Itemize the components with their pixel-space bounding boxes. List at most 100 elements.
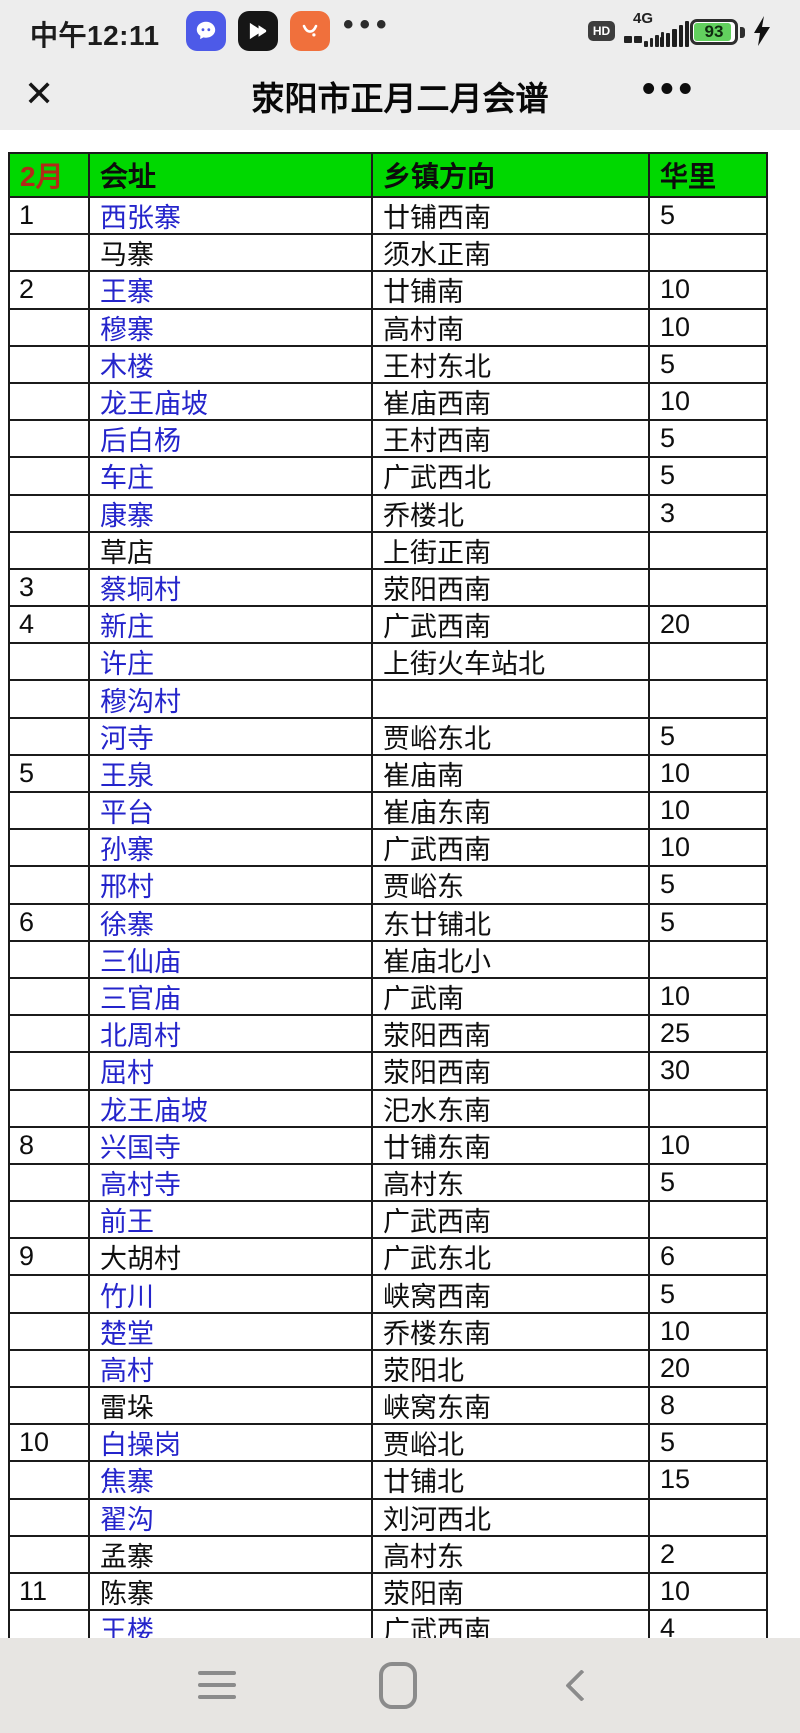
day-cell: 3 [10, 569, 90, 608]
day-cell [10, 495, 90, 533]
distance-cell: 5 [650, 346, 768, 384]
table-row: 9 大胡村 广武东北 6 [10, 1239, 768, 1277]
direction-cell: 荥阳西南 [373, 1016, 650, 1054]
venue-cell: 雷垛 [90, 1388, 373, 1426]
table-row: 龙王庙坡 汜水东南 [10, 1090, 768, 1128]
venue-link[interactable]: 穆寨 [100, 314, 154, 345]
direction-cell: 上街火车站北 [373, 644, 650, 682]
venue-link[interactable]: 龙王庙坡 [100, 1095, 208, 1126]
venue-link[interactable]: 车庄 [100, 463, 154, 494]
notification-overflow-dots: ••• [343, 8, 393, 41]
venue-link[interactable]: 楚堂 [100, 1318, 154, 1349]
venue-link[interactable]: 河寺 [100, 723, 154, 754]
venue-link[interactable]: 北周村 [100, 1021, 181, 1052]
table-row: 8 兴国寺 廿铺东南 10 [10, 1127, 768, 1165]
distance-cell [650, 235, 768, 273]
direction-cell: 高村南 [373, 309, 650, 347]
direction-cell: 廿铺东南 [373, 1127, 650, 1165]
column-header-month: 2月 [10, 154, 90, 198]
venue-link[interactable]: 竹川 [100, 1281, 154, 1312]
venue-link[interactable]: 康寨 [100, 500, 154, 531]
venue-link[interactable]: 西张寨 [100, 203, 181, 234]
venue-link[interactable]: 新庄 [100, 612, 154, 643]
close-icon[interactable]: ✕ [24, 73, 55, 114]
more-menu-icon[interactable]: ••• [642, 68, 697, 110]
venue-link[interactable]: 焦寨 [100, 1467, 154, 1498]
venue-cell: 龙王庙坡 [90, 383, 373, 422]
distance-cell [650, 1202, 768, 1240]
venue-link[interactable]: 翟沟 [100, 1504, 154, 1535]
direction-cell: 峡窝西南 [373, 1276, 650, 1314]
distance-cell: 5 [650, 198, 768, 236]
distance-cell: 15 [650, 1462, 768, 1500]
page-header: ✕ 荥阳市正月二月会谱 ••• [0, 62, 800, 130]
distance-cell: 10 [650, 1313, 768, 1351]
venue-link[interactable]: 三官庙 [100, 984, 181, 1015]
direction-cell: 廿铺南 [373, 272, 650, 310]
direction-cell: 贾峪东 [373, 867, 650, 905]
table-row: 三官庙 广武南 10 [10, 978, 768, 1017]
venue-link[interactable]: 龙王庙坡 [100, 389, 208, 420]
direction-cell: 荥阳南 [373, 1573, 650, 1612]
venue-cell: 王寨 [90, 272, 373, 310]
venue-cell: 高村寺 [90, 1164, 373, 1203]
venue-link[interactable]: 邢村 [100, 872, 154, 903]
venue-link[interactable]: 高村 [100, 1355, 154, 1386]
distance-cell: 5 [650, 421, 768, 459]
day-cell [10, 978, 90, 1017]
table-row: 5 王泉 崔庙南 10 [10, 755, 768, 793]
day-cell: 10 [10, 1425, 90, 1463]
day-cell: 11 [10, 1573, 90, 1612]
venue-link[interactable]: 后白杨 [100, 426, 181, 457]
venue-link[interactable]: 高村寺 [100, 1169, 181, 1200]
recents-menu-icon[interactable] [198, 1671, 236, 1699]
venue-link[interactable]: 徐寨 [100, 909, 154, 940]
venue-cell: 大胡村 [90, 1239, 373, 1277]
venue-link[interactable]: 穆沟村 [100, 686, 181, 717]
venue-link[interactable]: 许庄 [100, 649, 154, 680]
distance-cell: 8 [650, 1388, 768, 1426]
capcut-app-icon [238, 11, 278, 51]
venue-link[interactable]: 孙寨 [100, 835, 154, 866]
table-row: 河寺 贾峪东北 5 [10, 718, 768, 756]
table-row: 康寨 乔楼北 3 [10, 495, 768, 533]
venue-cell: 新庄 [90, 607, 373, 645]
column-header-venue: 会址 [90, 154, 373, 198]
shopping-app-icon [290, 11, 330, 51]
table-row: 三仙庙 崔庙北小 [10, 941, 768, 979]
venue-link[interactable]: 木楼 [100, 351, 154, 382]
distance-cell: 5 [650, 718, 768, 756]
venue-cell: 平台 [90, 793, 373, 831]
venue-cell: 木楼 [90, 346, 373, 384]
venue-link[interactable]: 蔡垌村 [100, 574, 181, 605]
venue-link[interactable]: 平台 [100, 798, 154, 829]
direction-cell: 广武西南 [373, 607, 650, 645]
venue-cell: 后白杨 [90, 421, 373, 459]
venue-link[interactable]: 三仙庙 [100, 946, 181, 977]
table-row: 雷垛 峡窝东南 8 [10, 1388, 768, 1426]
venue-link: 陈寨 [100, 1579, 154, 1610]
home-icon[interactable] [379, 1662, 417, 1709]
venue-link[interactable]: 白操岗 [100, 1430, 181, 1461]
direction-cell: 广武西南 [373, 1202, 650, 1240]
charging-bolt-icon [752, 16, 772, 51]
sim2-signal-icon [624, 30, 664, 47]
direction-cell: 高村东 [373, 1164, 650, 1203]
venue-link[interactable]: 王泉 [100, 760, 154, 791]
venue-link[interactable]: 王寨 [100, 277, 154, 308]
venue-link[interactable]: 兴国寺 [100, 1132, 181, 1163]
direction-cell [373, 681, 650, 719]
venue-link[interactable]: 前王 [100, 1207, 154, 1238]
direction-cell: 广武西北 [373, 458, 650, 496]
venue-cell: 马寨 [90, 235, 373, 273]
back-icon[interactable] [565, 1669, 598, 1702]
table-header-row: 2月 会址 乡镇方向 华里 [10, 154, 768, 198]
table-row: 穆寨 高村南 10 [10, 309, 768, 347]
distance-cell: 10 [650, 755, 768, 793]
direction-cell: 上街正南 [373, 532, 650, 570]
distance-cell: 10 [650, 978, 768, 1017]
venue-link[interactable]: 屈村 [100, 1058, 154, 1089]
venue-cell: 穆沟村 [90, 681, 373, 719]
direction-cell: 贾峪东北 [373, 718, 650, 756]
